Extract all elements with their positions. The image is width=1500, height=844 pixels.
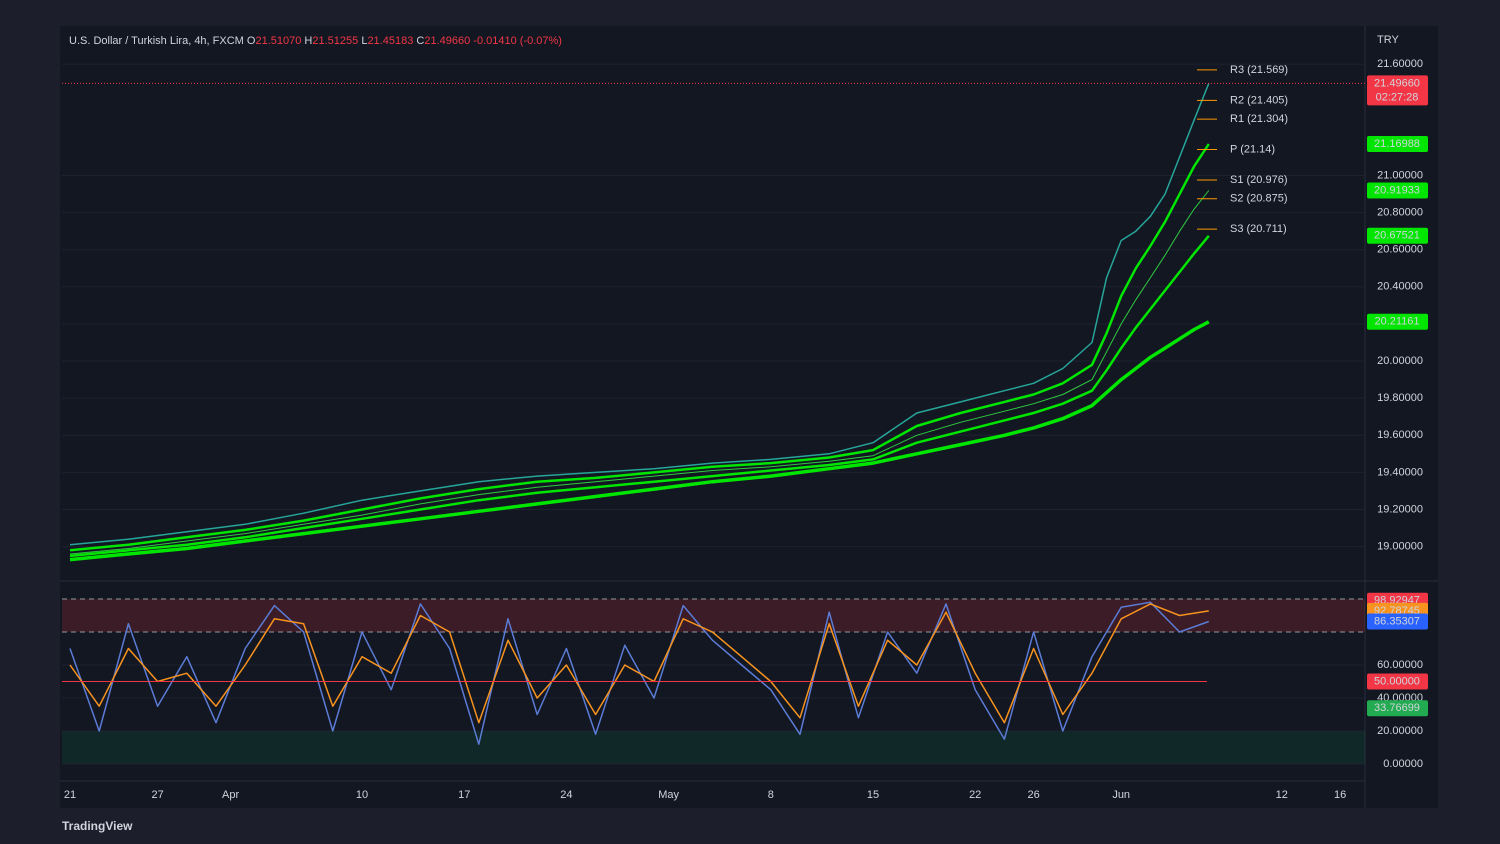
y-tick-label: 0.00000 [1383, 758, 1423, 770]
ohlc-key: O [247, 35, 256, 47]
price-badge [1367, 182, 1428, 199]
ohlc-value: 21.45183 [367, 35, 413, 47]
y-tick-label: 20.40000 [1377, 281, 1423, 293]
change: -0.01410 (-0.07%) [473, 35, 562, 47]
price-badge [1367, 673, 1428, 690]
countdown: 02:27:28 [1376, 91, 1419, 103]
price-badge [1367, 135, 1428, 152]
pivot-label: S3 (20.711) [1230, 223, 1287, 235]
pivot-label: R2 (21.405) [1230, 94, 1288, 106]
y-tick-label: 19.40000 [1377, 466, 1423, 478]
price-badge-label: 50.00000 [1374, 675, 1420, 687]
ohlc-value: 21.49660 [424, 35, 470, 47]
band [62, 730, 1365, 764]
y-tick-label: 19.20000 [1377, 503, 1423, 515]
y-tick-label: 21.60000 [1377, 58, 1423, 70]
pivot-label: R1 (21.304) [1230, 113, 1288, 125]
x-tick-label: 12 [1276, 789, 1288, 801]
series-line [69, 603, 1209, 724]
series-line [69, 83, 1210, 546]
price-badge-label: 21.49660 [1374, 77, 1420, 89]
price-badge [1367, 613, 1428, 630]
series-line [69, 235, 1210, 558]
pivot-label: S2 (20.875) [1230, 193, 1287, 205]
legend-header: U.S. Dollar / Turkish Lira, 4h, FXCM O21… [69, 35, 562, 47]
y-tick-label: 21.00000 [1377, 169, 1423, 181]
symbol: U.S. Dollar / Turkish Lira, 4h, FXCM [69, 35, 244, 47]
x-tick-label: 27 [152, 789, 164, 801]
price-badge-label: 21.16988 [1374, 138, 1420, 150]
x-tick-label: 8 [768, 789, 774, 801]
y-tick-label: 20.60000 [1377, 244, 1423, 256]
ohlc-key: C [416, 35, 424, 47]
x-tick-label: 15 [867, 789, 879, 801]
y-tick-label: 60.00000 [1377, 659, 1423, 671]
x-tick-label: Apr [222, 789, 239, 801]
x-tick-label: 21 [64, 789, 76, 801]
x-tick-label: 22 [969, 789, 981, 801]
y-tick-label: 20.00000 [1377, 725, 1423, 737]
x-tick-label: 16 [1334, 789, 1346, 801]
pivot-label: P (21.14) [1230, 143, 1275, 155]
series-line [69, 190, 1210, 555]
price-badge-label: 20.21161 [1374, 316, 1419, 328]
price-badge-label: 20.67521 [1374, 230, 1420, 242]
x-tick-label: 17 [458, 789, 470, 801]
y-tick-label: 20.00000 [1377, 355, 1423, 367]
price-badge [1367, 700, 1428, 717]
price-badge-label: 86.35307 [1374, 615, 1420, 627]
y-tick-label: 19.00000 [1377, 541, 1423, 553]
price-badge [1367, 313, 1428, 330]
price-badge-label: 33.76699 [1374, 702, 1420, 714]
price-badge [1367, 75, 1428, 106]
x-tick-label: 10 [356, 789, 368, 801]
ohlc-value: 21.51070 [255, 35, 301, 47]
x-tick-label: 26 [1027, 789, 1039, 801]
x-tick-label: May [658, 789, 679, 801]
chart-panel [60, 26, 1438, 808]
x-tick-label: Jun [1112, 789, 1130, 801]
ohlc-key: H [304, 35, 312, 47]
series-line [69, 320, 1210, 562]
brand: TradingView [62, 819, 133, 833]
band [62, 598, 1365, 632]
price-badge-label: 20.91933 [1374, 184, 1420, 196]
y-tick-label: 19.60000 [1377, 429, 1423, 441]
pivot-label: R3 (21.569) [1230, 64, 1288, 76]
y-tick-label: 20.80000 [1377, 207, 1423, 219]
pivot-label: S1 (20.976) [1230, 174, 1287, 186]
price-badge [1367, 227, 1428, 244]
ohlc-key: L [361, 35, 367, 47]
series-line [69, 143, 1210, 552]
currency: TRY [1377, 34, 1399, 46]
x-tick-label: 24 [560, 789, 572, 801]
y-tick-label: 19.80000 [1377, 392, 1423, 404]
ohlc-value: 21.51255 [312, 35, 358, 47]
